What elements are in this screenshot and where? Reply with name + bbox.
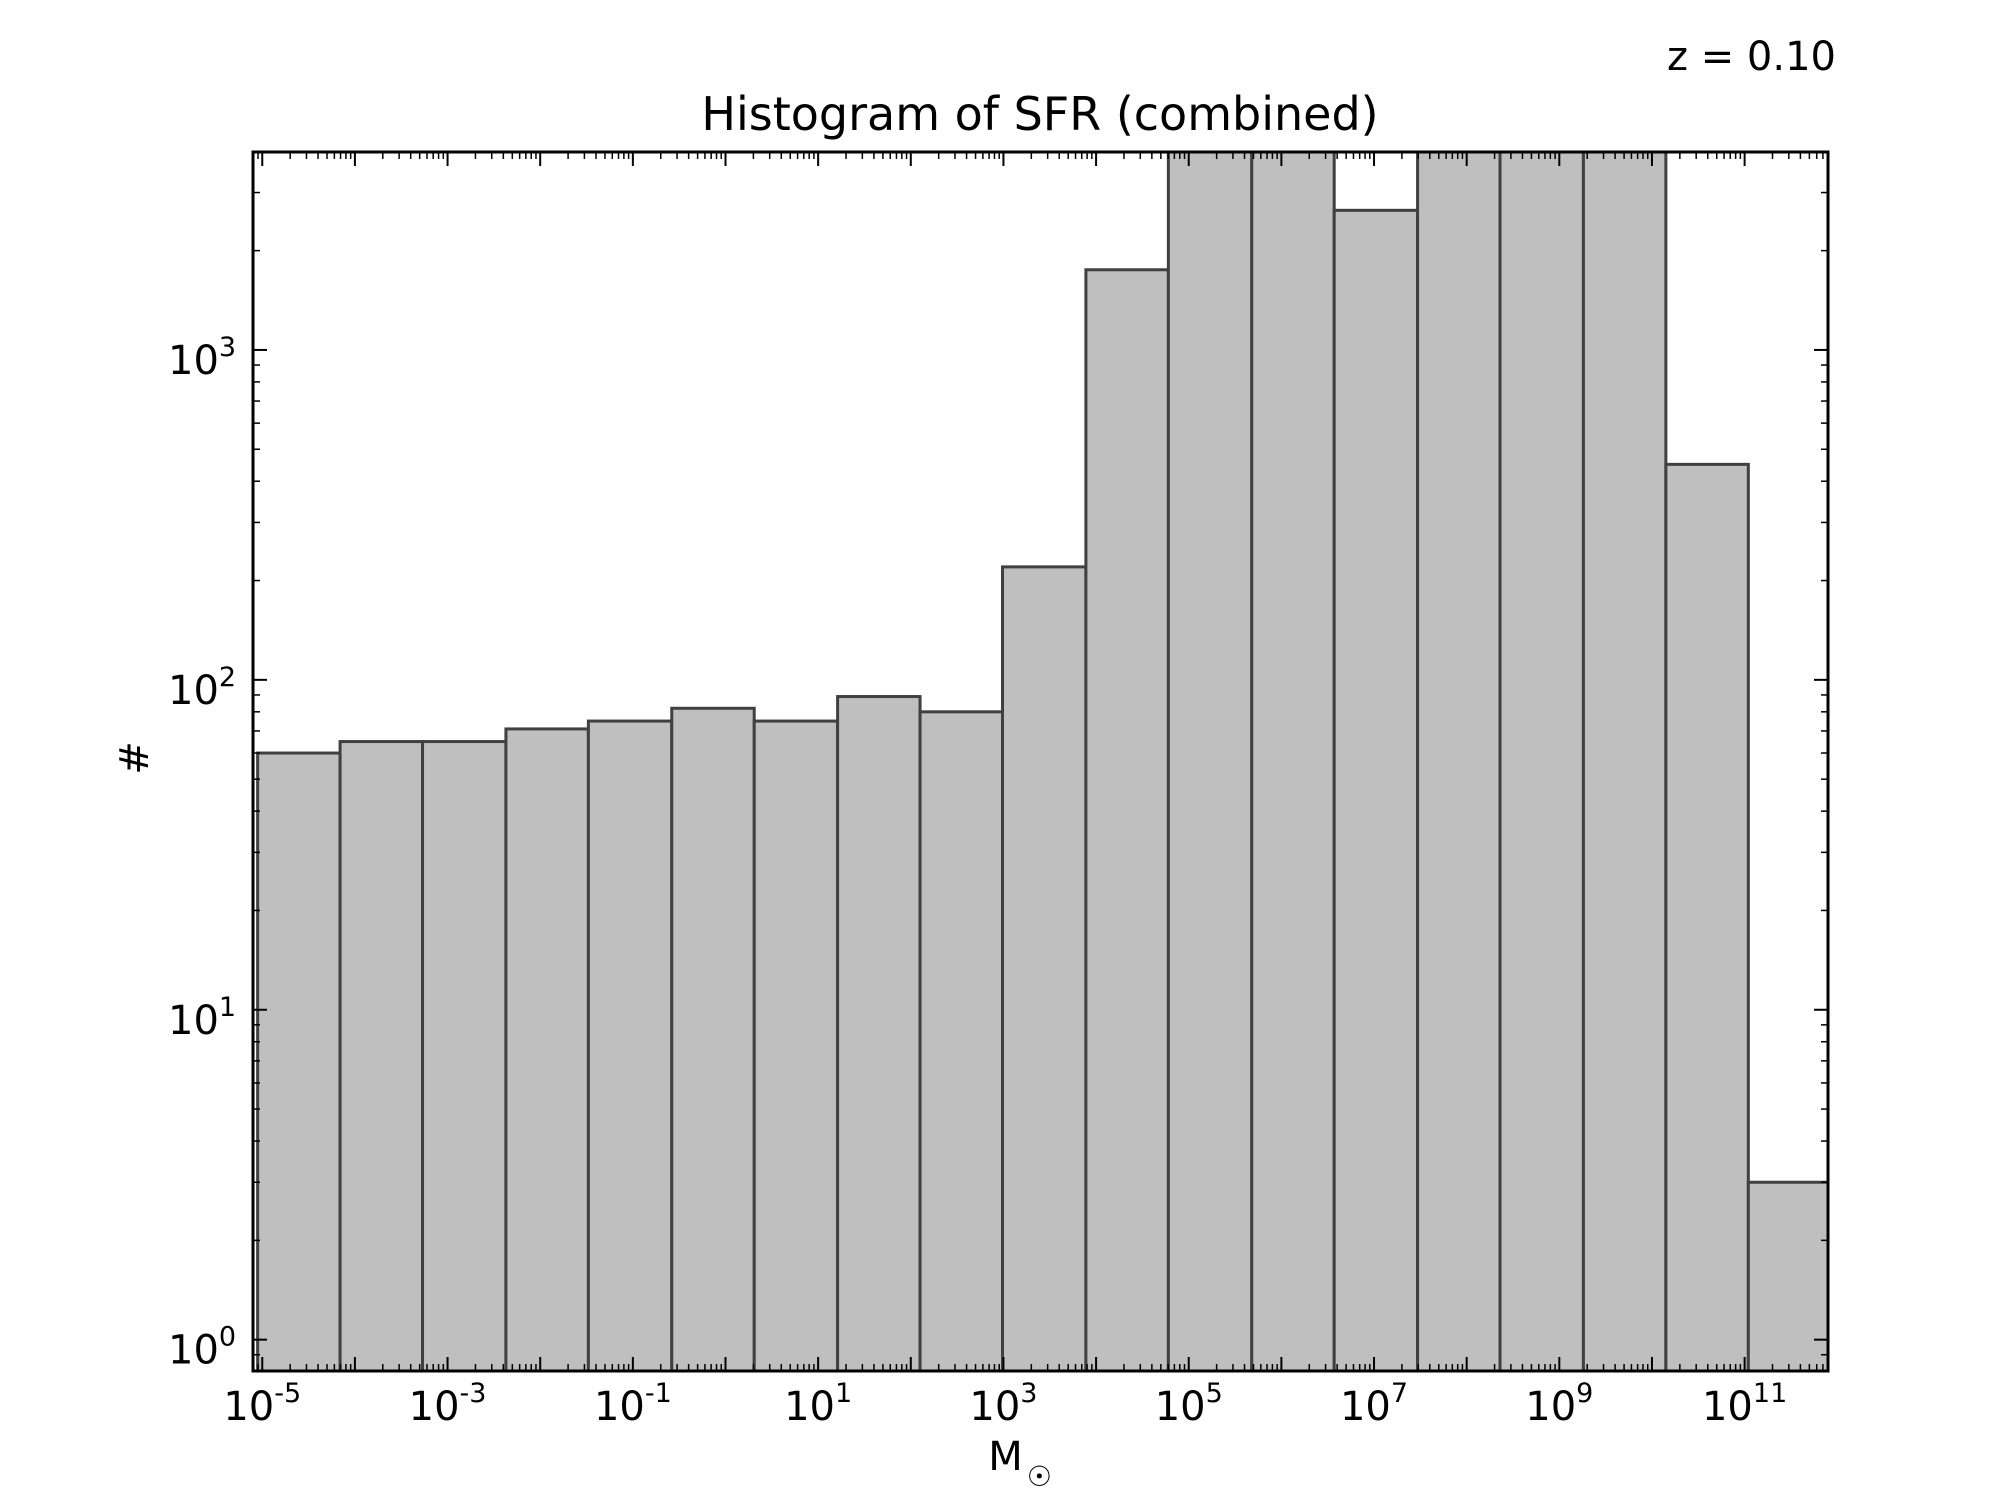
x-tick-label-exponent: 5 [1206, 1378, 1223, 1409]
histogram-bar [338, 740, 425, 1373]
histogram-bar [256, 751, 342, 1373]
x-axis-label: M ☉ [988, 1434, 1052, 1493]
x-tick-label: 1011 [1702, 1378, 1787, 1430]
x-tick-label: 105 [1155, 1378, 1223, 1430]
redshift-annotation: z = 0.10 [1667, 34, 1836, 80]
x-tick-labels-group: 10-5 10-3 10-1 101 103 105 107 109 1011 [223, 1378, 1787, 1430]
x-tick-label-base: 10 [223, 1384, 274, 1430]
histogram-bar [1332, 208, 1420, 1373]
y-axis-label: # [112, 741, 158, 775]
x-tick-label-exponent: -5 [274, 1378, 301, 1409]
histogram-bar [836, 695, 922, 1373]
x-tick-label-base: 10 [969, 1384, 1020, 1430]
y-tick-label-base: 10 [168, 338, 219, 384]
histogram-bar [1498, 150, 1585, 1373]
x-tick-label: 103 [969, 1378, 1037, 1430]
x-tick-label-base: 10 [1155, 1384, 1206, 1430]
x-tick-label-base: 10 [1702, 1384, 1753, 1430]
chart-title: Histogram of SFR (combined) [701, 87, 1378, 141]
histogram-bar [918, 710, 1005, 1373]
histogram-bar [1664, 462, 1750, 1373]
x-tick-label-base: 10 [1525, 1384, 1576, 1430]
x-axis-label-text: M [988, 1434, 1023, 1480]
y-tick-label-base: 10 [168, 998, 219, 1044]
histogram-bar [1250, 150, 1336, 1373]
x-tick-label-base: 10 [784, 1384, 835, 1430]
histogram-bar [1746, 1180, 1830, 1373]
y-tick-label-exponent: 1 [219, 992, 236, 1023]
x-tick-label-exponent: 9 [1576, 1378, 1593, 1409]
histogram-bar [1416, 150, 1502, 1373]
histogram-bar [1001, 565, 1088, 1373]
histogram-bar [586, 719, 674, 1373]
x-tick-label-exponent: 3 [1020, 1378, 1037, 1409]
x-tick-label-exponent: -3 [460, 1378, 487, 1409]
x-tick-label-exponent: 7 [1391, 1378, 1408, 1409]
y-tick-label: 101 [168, 992, 236, 1044]
major-ticks-group [253, 152, 1828, 1371]
histogram-bar [1166, 150, 1254, 1373]
x-tick-label: 107 [1340, 1378, 1408, 1430]
histogram-bar [421, 740, 508, 1373]
x-tick-label-exponent: 1 [835, 1378, 852, 1409]
bars-group [256, 150, 1830, 1373]
y-tick-label-base: 10 [168, 668, 219, 714]
x-tick-label: 10-3 [409, 1378, 487, 1430]
y-tick-label-exponent: 0 [219, 1322, 236, 1353]
x-tick-label-base: 10 [1340, 1384, 1391, 1430]
histogram-bar [1084, 268, 1170, 1373]
solar-symbol: ☉ [1027, 1460, 1052, 1493]
plot-frame [251, 150, 1830, 1373]
x-tick-label: 10-5 [223, 1378, 301, 1430]
x-tick-label-exponent: -1 [645, 1378, 672, 1409]
y-tick-label: 100 [168, 1322, 236, 1374]
histogram-bar [670, 706, 756, 1373]
x-tick-label-base: 10 [409, 1384, 460, 1430]
y-tick-label-exponent: 2 [219, 662, 236, 693]
x-tick-label-base: 10 [594, 1384, 645, 1430]
y-tick-label: 102 [168, 662, 236, 714]
x-tick-label-exponent: 11 [1753, 1378, 1787, 1409]
histogram-bar [752, 719, 840, 1373]
x-tick-label: 10-1 [594, 1378, 672, 1430]
y-tick-label-base: 10 [168, 1328, 219, 1374]
y-tick-label-exponent: 3 [219, 332, 236, 363]
histogram-bar [1581, 150, 1668, 1373]
y-tick-label: 103 [168, 332, 236, 384]
x-tick-label: 109 [1525, 1378, 1593, 1430]
x-tick-label: 101 [784, 1378, 852, 1430]
histogram-bar [504, 727, 590, 1373]
